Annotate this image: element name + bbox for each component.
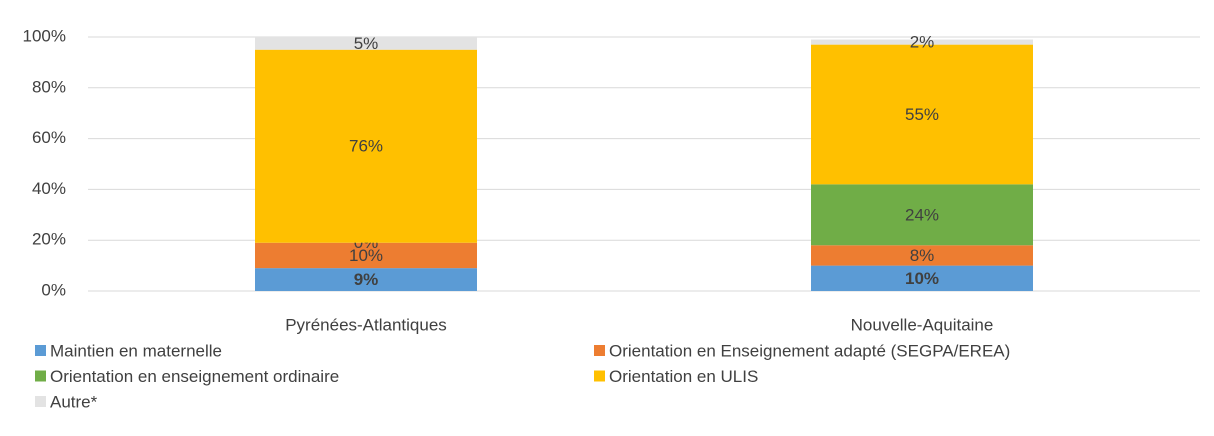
- bar-segment: [811, 184, 1033, 246]
- x-tick-label: Pyrénées-Atlantiques: [285, 315, 447, 334]
- bar-segment: [811, 265, 1033, 291]
- data-label: 9%: [354, 270, 379, 289]
- y-tick-label: 60%: [32, 128, 66, 147]
- legend-swatch: [35, 370, 46, 382]
- data-label: 8%: [910, 246, 935, 265]
- bar-segment: [255, 268, 477, 291]
- bar-segment: [255, 242, 477, 269]
- legend-swatch: [594, 345, 605, 356]
- legend-label: Autre*: [50, 392, 98, 411]
- legend-label: Orientation en enseignement ordinaire: [50, 367, 339, 386]
- data-label: 2%: [910, 33, 935, 52]
- bar-segment: [255, 49, 477, 243]
- legend-label: Maintien en maternelle: [50, 341, 222, 360]
- data-label: 55%: [905, 105, 939, 124]
- y-tick-label: 20%: [32, 230, 66, 249]
- legend-swatch: [35, 396, 46, 407]
- legend-swatch: [35, 345, 46, 356]
- bar-segment: [811, 39, 1033, 45]
- y-tick-label: 100%: [23, 26, 66, 45]
- y-tick-label: 0%: [41, 280, 66, 299]
- legend-label: Orientation en Enseignement adapté (SEGP…: [609, 341, 1010, 360]
- data-label: 76%: [349, 137, 383, 156]
- y-tick-label: 40%: [32, 179, 66, 198]
- data-label: 5%: [354, 34, 379, 53]
- y-tick-label: 80%: [32, 77, 66, 96]
- data-label: 10%: [349, 246, 383, 265]
- x-tick-label: Nouvelle-Aquitaine: [851, 315, 994, 334]
- bar-segment: [811, 44, 1033, 185]
- bar-segment: [811, 245, 1033, 266]
- data-label: 10%: [905, 269, 939, 288]
- legend-label: Orientation en ULIS: [609, 367, 758, 386]
- bar-segment: [255, 37, 477, 50]
- legend-swatch: [594, 370, 605, 382]
- data-label: 24%: [905, 205, 939, 224]
